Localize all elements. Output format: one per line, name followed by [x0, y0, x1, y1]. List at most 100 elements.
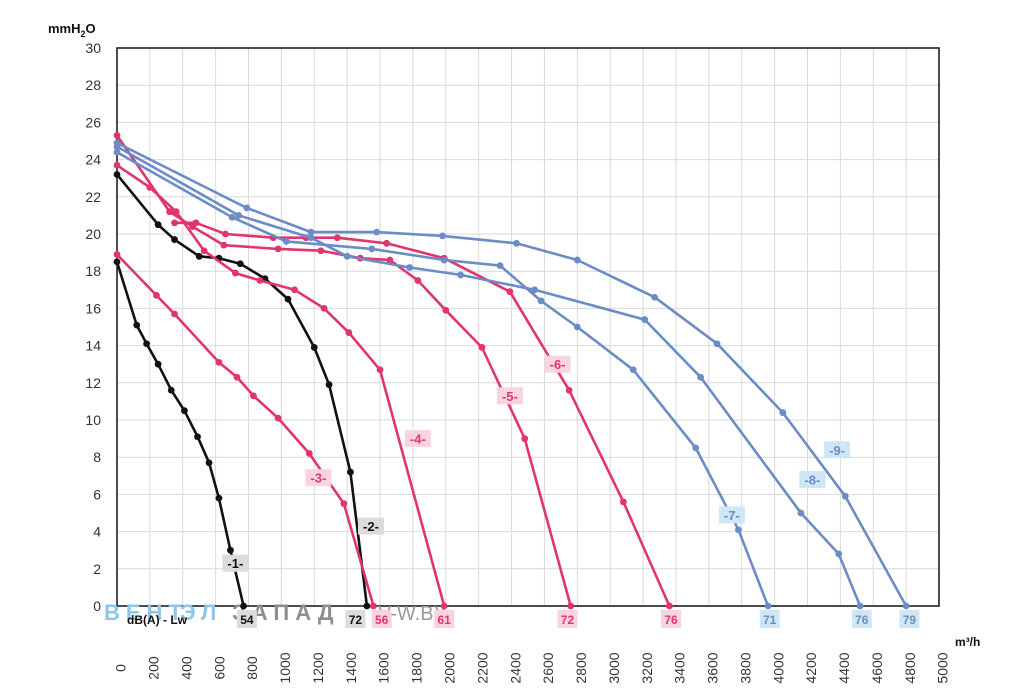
x-tick-label: 2800	[573, 652, 589, 683]
noise-label-bg	[661, 610, 682, 628]
x-tick-label: 3400	[672, 652, 688, 683]
data-point	[779, 409, 787, 416]
data-point	[291, 286, 298, 294]
x-tick-label: 3600	[705, 652, 721, 683]
data-point	[307, 234, 315, 242]
data-point	[154, 221, 162, 229]
y-tick-label: 20	[85, 226, 101, 242]
data-point	[282, 238, 290, 245]
x-tick-label: 600	[211, 656, 227, 680]
curve-label: -3-	[310, 471, 326, 486]
x-tick-label: 3000	[606, 652, 622, 683]
data-point	[440, 256, 448, 264]
series-line	[115, 173, 369, 608]
data-point	[665, 602, 673, 610]
x-tick-label: 2000	[442, 652, 458, 683]
data-point	[343, 252, 351, 260]
series-line	[115, 150, 770, 608]
noise-label-bg	[557, 610, 578, 628]
data-point	[692, 444, 700, 452]
series-line	[115, 253, 375, 608]
data-point	[735, 526, 742, 534]
curve-label: -7-	[724, 508, 740, 523]
data-point	[153, 291, 160, 299]
series-line	[115, 141, 908, 608]
data-point	[440, 602, 448, 610]
noise-label-bg	[899, 610, 920, 628]
noise-value-label: 71	[763, 613, 777, 627]
data-point	[215, 494, 223, 502]
data-point	[235, 212, 243, 219]
data-point	[113, 132, 121, 139]
data-point	[345, 329, 353, 336]
curve-label-bg	[824, 441, 851, 459]
data-point	[192, 219, 200, 227]
data-point	[439, 232, 446, 240]
curve-label-bg	[357, 517, 384, 535]
data-point	[506, 288, 514, 296]
x-tick-label: 4000	[770, 652, 786, 683]
curve-label-bg	[544, 355, 571, 373]
x-tick-label: 2400	[507, 652, 523, 683]
data-point	[194, 433, 201, 441]
x-tick-label: 2600	[540, 652, 556, 683]
y-tick-label: 24	[85, 152, 101, 168]
data-point	[205, 459, 213, 467]
noise-label-bg	[236, 610, 257, 628]
svg-text:V-W.BY: V-W.BY	[378, 603, 447, 625]
x-tick-label: 1400	[343, 652, 359, 683]
series-line	[115, 134, 572, 608]
curve-label-bg	[222, 554, 249, 572]
data-point	[171, 310, 178, 318]
curve-labels: -1- 54 -2- 72 -3- 56 -4- 61 -5- 72 -6- 76 -7- 71 -8- 76…	[222, 355, 920, 628]
data-point	[171, 236, 178, 243]
data-point	[697, 373, 705, 381]
data-point	[284, 295, 292, 303]
data-point	[227, 546, 234, 554]
curve-label: -6-	[550, 357, 566, 372]
data-point	[841, 492, 849, 500]
noise-label: dB(A) - Lw	[127, 613, 188, 627]
data-point	[386, 256, 394, 264]
data-point	[573, 323, 581, 331]
data-point	[113, 251, 121, 258]
series-group	[113, 132, 910, 610]
x-tick-label: 200	[146, 656, 162, 680]
noise-value-label: 72	[561, 613, 575, 627]
data-point	[531, 286, 538, 294]
y-tick-label: 30	[85, 40, 101, 56]
curve-label-bg	[496, 387, 523, 405]
data-point	[240, 602, 247, 610]
data-point	[233, 373, 241, 381]
data-point	[797, 509, 805, 517]
data-point	[166, 208, 174, 216]
svg-text:ВЕНТ: ВЕНТ	[104, 600, 188, 625]
data-point	[567, 602, 575, 610]
x-tick-label: 400	[178, 656, 194, 680]
noise-value-label: 56	[375, 613, 389, 627]
x-tick-label: 1200	[310, 652, 326, 683]
x-tick-label: 3800	[737, 652, 753, 683]
y-tick-label: 22	[85, 189, 101, 205]
data-point	[521, 435, 529, 442]
data-point	[363, 602, 371, 610]
curve-label: -2-	[363, 519, 379, 534]
data-point	[113, 171, 121, 178]
x-tick-label: 3200	[639, 652, 655, 683]
data-point	[406, 264, 414, 271]
data-point	[181, 407, 188, 415]
x-tick-label: 1600	[376, 652, 392, 683]
y-tick-label: 0	[93, 598, 101, 614]
data-point	[573, 256, 581, 264]
x-tick-label: 4200	[803, 652, 819, 683]
data-point	[310, 344, 318, 351]
data-point	[143, 340, 150, 348]
data-point	[414, 277, 422, 284]
data-point	[565, 386, 573, 394]
data-point	[113, 258, 121, 266]
curve-label: -5-	[502, 389, 518, 404]
data-point	[496, 262, 504, 270]
y-tick-label: 6	[93, 486, 101, 502]
data-point	[171, 219, 178, 227]
